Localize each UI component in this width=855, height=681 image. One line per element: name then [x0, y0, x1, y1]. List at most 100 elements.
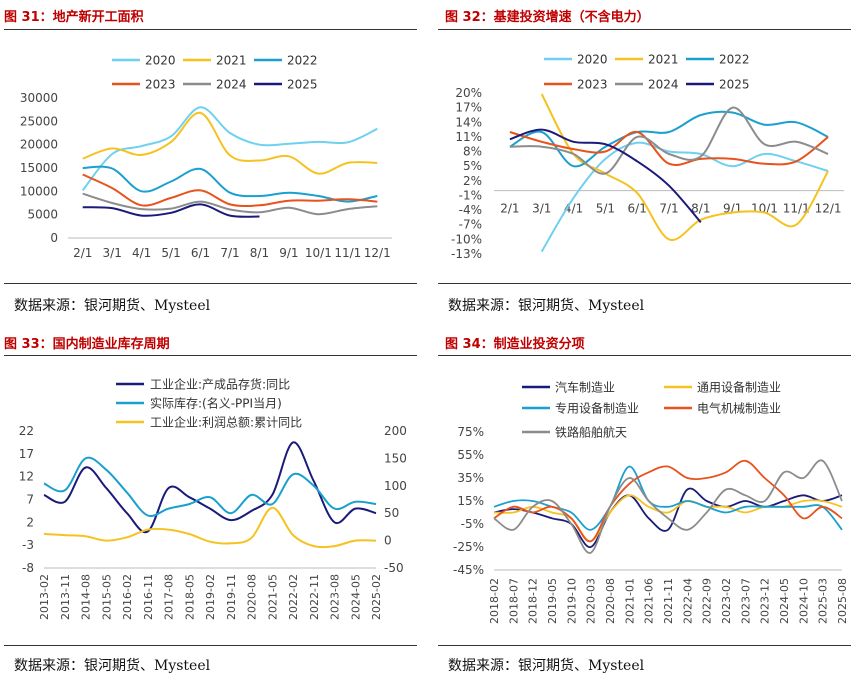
- chart-title: 图 34：制造业投资分项: [445, 337, 585, 352]
- legend-label: 2022: [287, 54, 318, 68]
- legend-label: 通用设备制造业: [697, 381, 781, 395]
- y-tick-label: 30000: [20, 91, 58, 105]
- x-tick-label: 2/1: [500, 202, 519, 216]
- x-tick-label: 2019-11: [225, 574, 238, 620]
- x-tick-label: 2021-11: [662, 578, 675, 624]
- x-tick-label: 3/1: [532, 202, 551, 216]
- legend-label: 工业企业:产成品存货:同比: [150, 377, 290, 392]
- series-line-2022: [82, 165, 378, 203]
- y-tick-label-left: 12: [19, 470, 34, 484]
- y-tick-label-left: -8: [22, 561, 34, 575]
- y-tick-label-left: 7: [26, 493, 34, 507]
- series-line-2020: [81, 106, 378, 192]
- y-tick-label-right: 0: [384, 534, 392, 548]
- y-tick-label: 20000: [20, 138, 58, 152]
- x-tick-label: 7/1: [659, 202, 678, 216]
- y-tick-label: -4%: [459, 203, 482, 217]
- x-tick-label: 2018-05: [183, 574, 196, 620]
- x-tick-label: 2024-05: [778, 578, 791, 624]
- legend-label: 工业企业:利润总额:累计同比: [150, 415, 302, 430]
- source-note: 数据来源：银河期货、Mysteel: [448, 658, 645, 674]
- x-tick-label: 2019-02: [204, 574, 217, 620]
- divider: [438, 645, 851, 646]
- y-tick-label-right: 200: [384, 424, 407, 438]
- legend-label: 2024: [216, 78, 247, 92]
- legend-label: 电气机械制造业: [697, 401, 781, 416]
- series-line: [493, 487, 843, 548]
- x-tick-label: 4/1: [132, 246, 151, 260]
- legend-label: 铁路船舶航天: [555, 425, 627, 440]
- y-tick-label: 14%: [455, 115, 482, 129]
- legend-label: 2022: [719, 53, 750, 67]
- chart-title: 图 31：地产新开工面积: [4, 10, 144, 25]
- x-tick-label: 2023-08: [329, 574, 342, 620]
- x-tick-label: 2018-12: [527, 578, 540, 624]
- legend-label: 2023: [145, 78, 176, 92]
- y-tick-label: 25000: [20, 114, 58, 128]
- x-tick-label: 2016-02: [121, 574, 134, 620]
- x-tick-label: 2013-11: [59, 574, 72, 620]
- chart-title: 图 32：基建投资增速（不含电力）: [445, 10, 650, 25]
- legend-label: 2020: [577, 53, 608, 67]
- series-line-2021: [82, 111, 378, 175]
- x-tick-label: 5/1: [161, 246, 180, 260]
- y-tick-label: 15%: [457, 494, 484, 508]
- series-line: [43, 456, 377, 518]
- y-tick-label-right: 100: [384, 479, 407, 493]
- y-tick-label: -7%: [459, 218, 482, 232]
- x-tick-label: 2014-08: [80, 574, 93, 620]
- x-tick-label: 2024-05: [349, 574, 362, 620]
- x-tick-label: 2015-05: [100, 574, 113, 620]
- x-tick-label: 2018-02: [488, 578, 501, 624]
- source-note: 数据来源：银河期货、Mysteel: [14, 658, 211, 674]
- y-tick-label: -25%: [453, 540, 484, 554]
- x-tick-label: 2022-09: [701, 578, 714, 624]
- legend-label: 2025: [287, 78, 318, 92]
- divider: [4, 645, 417, 646]
- x-tick-label: 2020-03: [585, 578, 598, 624]
- series-line: [43, 506, 377, 549]
- y-tick-label: -13%: [451, 247, 482, 261]
- source-note: 数据来源：银河期货、Mysteel: [448, 298, 645, 314]
- y-tick-label: -45%: [453, 563, 484, 577]
- y-tick-label: 15000: [20, 161, 58, 175]
- x-tick-label: 2021-01: [623, 578, 636, 624]
- x-tick-label: 2021-05: [266, 574, 279, 620]
- legend-label: 汽车制造业: [555, 380, 615, 395]
- legend-label: 2025: [719, 78, 750, 92]
- x-tick-label: 2023-12: [759, 578, 772, 624]
- y-tick-label: 11%: [455, 130, 482, 144]
- legend-label: 2023: [577, 78, 608, 92]
- y-tick-label: -5%: [461, 517, 484, 531]
- x-tick-label: 6/1: [628, 202, 647, 216]
- series-line-2023: [82, 173, 378, 208]
- y-tick-label: 5%: [463, 159, 482, 173]
- source-note: 数据来源：银河期货、Mysteel: [14, 298, 211, 314]
- x-tick-label: 12/1: [815, 202, 842, 216]
- y-tick-label-right: 150: [384, 451, 407, 465]
- y-tick-label-left: 22: [19, 424, 34, 438]
- x-tick-label: 2019-10: [565, 578, 578, 624]
- y-tick-label-left: 2: [26, 515, 34, 529]
- x-tick-label: 11/1: [783, 202, 810, 216]
- series-line: [493, 459, 843, 554]
- x-tick-label: 2019-05: [546, 578, 559, 624]
- x-tick-label: 2022-04: [681, 578, 694, 624]
- x-tick-label: 2025-08: [836, 578, 849, 624]
- x-tick-label: 3/1: [103, 246, 122, 260]
- x-tick-label: 2020-08: [246, 574, 259, 620]
- x-tick-label: 2021-06: [643, 578, 656, 624]
- y-tick-label: -10%: [451, 232, 482, 246]
- series-line-2025: [509, 128, 702, 223]
- legend-label: 2021: [648, 53, 679, 67]
- x-tick-label: 2016-11: [142, 574, 155, 620]
- y-tick-label-right: -50: [384, 561, 404, 575]
- divider: [4, 29, 417, 30]
- x-tick-label: 2023-02: [720, 578, 733, 624]
- x-tick-label: 11/1: [334, 246, 361, 260]
- series-line: [43, 441, 377, 534]
- y-tick-label: 55%: [457, 448, 484, 462]
- series-line-2024: [82, 192, 378, 216]
